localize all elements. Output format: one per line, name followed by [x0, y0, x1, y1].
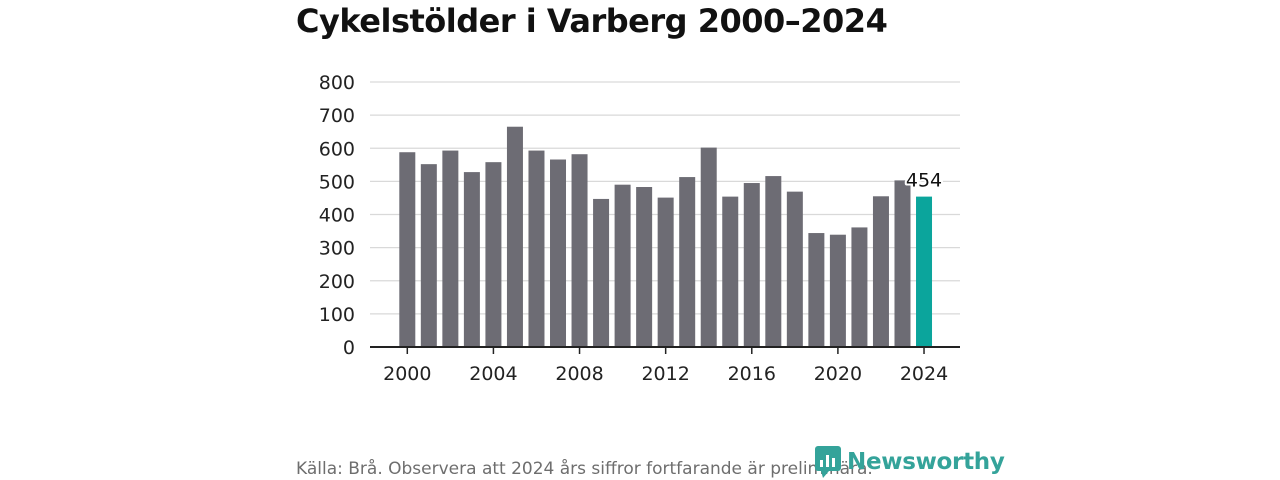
bar-2001 — [420, 164, 437, 347]
x-tick-label: 2020 — [814, 363, 862, 385]
bar-2002 — [442, 150, 459, 347]
bar-2005 — [506, 126, 523, 347]
bar-2017 — [765, 176, 782, 347]
x-tick-label: 2012 — [641, 363, 689, 385]
y-tick-label: 200 — [319, 271, 355, 293]
bar-2012 — [657, 197, 674, 347]
bar-2007 — [550, 159, 567, 347]
y-tick-label: 600 — [319, 138, 355, 160]
x-tick-label: 2016 — [728, 363, 776, 385]
y-tick-label: 100 — [319, 304, 355, 326]
x-axis: 2000 2004 2008 2012 2016 2020 2024 — [370, 346, 960, 385]
bars — [399, 126, 933, 347]
y-tick-label: 500 — [319, 171, 355, 193]
y-tick-label: 800 — [319, 72, 355, 94]
bar-2009 — [593, 198, 610, 347]
x-tick-label: 2000 — [383, 363, 431, 385]
bar-2022 — [872, 196, 889, 347]
y-tick-label: 400 — [319, 205, 355, 227]
y-axis-ticks: 0 100 200 300 400 500 600 700 800 — [319, 72, 355, 359]
bar-2018 — [786, 191, 803, 347]
x-tick-label: 2004 — [469, 363, 517, 385]
bar-2015 — [722, 196, 739, 347]
bar-2016 — [743, 183, 760, 347]
bar-2019 — [808, 233, 825, 347]
bar-2011 — [636, 187, 653, 347]
x-tick-label: 2008 — [555, 363, 603, 385]
data-label-2024: 454 — [906, 170, 942, 192]
y-tick-label: 300 — [319, 238, 355, 260]
bar-2008 — [571, 154, 588, 347]
bar-2021 — [851, 227, 868, 347]
bar-2000 — [399, 152, 416, 347]
bar-2020 — [829, 234, 846, 347]
chart-title: Cykelstölder i Varberg 2000–2024 — [296, 2, 888, 40]
bar-2014 — [700, 147, 717, 347]
data-labels: 454 — [904, 168, 944, 194]
brand-logo: Newsworthy — [815, 446, 1005, 478]
source-note: Källa: Brå. Observera att 2024 års siffr… — [296, 459, 873, 479]
bar-2006 — [528, 150, 545, 347]
bar-2013 — [679, 177, 696, 347]
bar-2023 — [894, 180, 911, 347]
bar-2004 — [485, 162, 502, 347]
y-tick-label: 700 — [319, 105, 355, 127]
x-tick-label: 2024 — [900, 363, 948, 385]
brand-name: Newsworthy — [847, 449, 1005, 475]
bar-2003 — [463, 172, 480, 347]
newsworthy-logo-icon — [815, 446, 841, 478]
y-tick-label: 0 — [343, 337, 355, 359]
bar-2010 — [614, 184, 631, 347]
bar-2024 — [916, 196, 933, 347]
